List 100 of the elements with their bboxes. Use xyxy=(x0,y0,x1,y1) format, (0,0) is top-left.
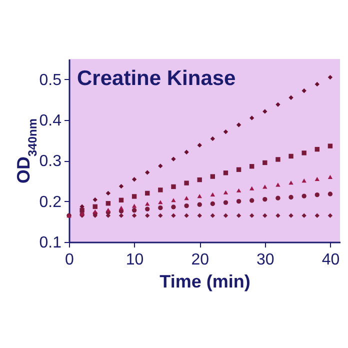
point xyxy=(92,204,98,209)
point xyxy=(132,177,137,182)
point xyxy=(184,150,189,154)
y-tick-label: 0.3 xyxy=(39,153,62,170)
point xyxy=(145,190,150,196)
y-tick-label: 0.5 xyxy=(39,72,62,89)
point xyxy=(223,213,228,218)
point xyxy=(158,206,163,210)
point xyxy=(132,208,137,213)
point xyxy=(210,192,216,196)
point xyxy=(132,194,137,199)
x-tick-label: 30 xyxy=(256,252,274,268)
chart-title: Creatine Kinase xyxy=(77,67,236,90)
point xyxy=(171,156,176,162)
point xyxy=(262,160,268,166)
point xyxy=(132,213,137,218)
point xyxy=(184,180,189,186)
point xyxy=(250,213,254,218)
point xyxy=(276,213,280,218)
point xyxy=(236,198,242,204)
point xyxy=(314,146,320,152)
y-tick-label: 0.2 xyxy=(39,194,62,211)
point xyxy=(171,213,176,218)
point xyxy=(223,170,228,176)
point xyxy=(158,164,163,168)
point xyxy=(262,196,268,202)
point xyxy=(171,198,176,202)
point xyxy=(223,190,228,194)
point xyxy=(314,82,320,87)
point xyxy=(184,203,189,208)
point xyxy=(250,198,254,203)
point xyxy=(288,95,294,100)
point xyxy=(210,136,216,142)
point xyxy=(302,213,306,218)
point xyxy=(236,213,242,218)
point xyxy=(158,213,163,218)
point xyxy=(118,213,124,218)
point xyxy=(145,170,150,175)
point xyxy=(250,116,254,120)
point xyxy=(236,188,242,192)
point xyxy=(314,213,320,218)
point xyxy=(302,88,306,94)
point xyxy=(171,204,176,210)
point xyxy=(118,184,124,189)
point xyxy=(210,174,216,179)
point xyxy=(276,157,280,162)
point xyxy=(302,178,306,183)
point xyxy=(250,164,254,169)
point xyxy=(328,192,333,196)
point xyxy=(197,202,202,207)
point xyxy=(236,167,242,172)
x-tick-label: 40 xyxy=(322,252,340,268)
point xyxy=(262,109,268,114)
point xyxy=(145,202,150,206)
y-tick-label: 0.1 xyxy=(39,234,62,252)
point xyxy=(236,122,242,128)
point xyxy=(210,201,216,206)
point xyxy=(197,194,202,198)
point xyxy=(132,204,137,208)
point xyxy=(223,129,228,134)
point xyxy=(328,213,333,218)
point xyxy=(250,186,254,190)
point xyxy=(328,74,333,80)
y-tick-label: 0.4 xyxy=(39,112,62,130)
point xyxy=(106,201,111,206)
point xyxy=(118,206,124,210)
point xyxy=(106,208,111,212)
point xyxy=(302,150,306,156)
point xyxy=(328,144,333,148)
point xyxy=(302,194,306,198)
point xyxy=(106,190,111,196)
point xyxy=(262,213,268,218)
point xyxy=(210,213,216,218)
point xyxy=(288,154,294,159)
point xyxy=(276,102,280,107)
point xyxy=(171,184,176,190)
point xyxy=(197,142,202,148)
point xyxy=(145,213,150,218)
point xyxy=(145,206,150,212)
point xyxy=(184,213,189,218)
point xyxy=(197,177,202,182)
point xyxy=(288,194,294,200)
point xyxy=(92,197,98,202)
x-tick-label: 20 xyxy=(191,252,210,268)
point xyxy=(158,188,163,192)
x-axis-title: Time (min) xyxy=(160,272,250,292)
x-tick-label: 10 xyxy=(126,252,144,268)
point xyxy=(276,182,280,187)
point xyxy=(314,176,320,181)
point xyxy=(223,200,228,205)
point xyxy=(197,213,202,218)
point xyxy=(276,196,280,200)
point xyxy=(328,174,333,179)
point xyxy=(288,180,294,185)
point xyxy=(288,213,294,218)
point xyxy=(184,196,189,200)
point xyxy=(80,208,84,213)
x-tick-label: 0 xyxy=(65,252,74,268)
point xyxy=(118,198,124,202)
point xyxy=(314,192,320,198)
